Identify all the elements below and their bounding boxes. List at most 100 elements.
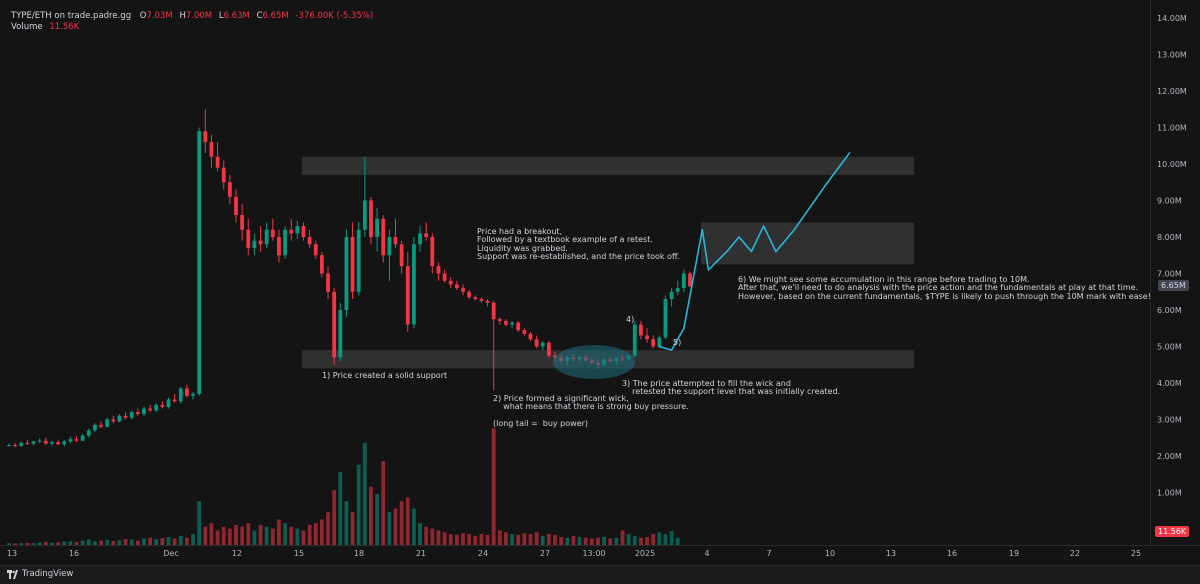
candle-body: [80, 435, 85, 441]
candle-body: [405, 266, 410, 325]
candle-body: [307, 237, 312, 245]
candle-body: [221, 167, 226, 183]
candle-body: [540, 342, 545, 347]
candle-body: [86, 430, 91, 436]
candle-body: [688, 273, 692, 287]
volume-bar: [270, 528, 275, 545]
x-tick-label: 2025: [635, 549, 655, 558]
volume-bar: [160, 538, 165, 545]
volume-bar: [602, 536, 607, 545]
volume-bar: [142, 538, 146, 545]
candle-body: [528, 333, 533, 340]
x-tick-label: Dec: [163, 549, 178, 558]
volume-bar: [19, 543, 24, 545]
candle-body: [412, 244, 416, 325]
volume-bar: [473, 535, 478, 545]
volume-bar: [485, 534, 490, 545]
brand-label[interactable]: TradingView: [22, 569, 74, 579]
candle-body: [209, 142, 214, 157]
volume-bar: [99, 540, 103, 545]
volume-bar: [332, 490, 337, 545]
candle-body: [350, 237, 355, 292]
candle-body: [129, 412, 134, 418]
y-tick-label: 11.00M: [1157, 124, 1187, 133]
volume-bar: [657, 532, 662, 545]
candle-body: [197, 131, 202, 394]
volume-bar: [135, 540, 140, 545]
candle-body: [240, 215, 245, 230]
volume-bar: [166, 536, 171, 545]
candle-body: [289, 229, 294, 234]
candle-body: [681, 273, 686, 289]
volume-bar: [639, 537, 643, 545]
volume-bar: [313, 523, 318, 545]
candle-body: [37, 440, 42, 442]
volume-bar: [583, 537, 588, 545]
volume-bar: [50, 542, 54, 545]
candle-body: [92, 424, 97, 431]
volume-bar: [326, 512, 330, 545]
volume-bar: [319, 519, 324, 545]
note-accumulation: 6) We might see some accumulation in thi…: [738, 275, 1151, 301]
candle-body: [68, 439, 73, 442]
candle-body: [504, 320, 508, 325]
x-tick-label: 21: [416, 549, 426, 558]
volume-bar: [209, 523, 214, 545]
x-tick-label: 4: [704, 549, 709, 558]
volume-bar: [252, 530, 257, 545]
candle-body: [645, 335, 649, 340]
candle-body: [31, 441, 36, 444]
candle-body: [369, 200, 373, 237]
candle-body: [362, 200, 367, 230]
candle-body: [215, 156, 220, 168]
volume-bar: [553, 534, 557, 545]
candle-body: [467, 291, 472, 298]
volume-bar: [234, 524, 238, 545]
candle-body: [553, 355, 557, 358]
x-tick-label: 27: [540, 549, 550, 558]
candle-body: [344, 237, 349, 310]
candle-body: [424, 233, 429, 237]
volume-bar: [154, 539, 159, 545]
candle-body: [381, 218, 386, 256]
candle-body: [203, 131, 208, 143]
price-chart[interactable]: 14.00M 13.00M 12.00M 11.00M 10.00M 9.00M 8.00M…: [0, 0, 1200, 565]
candle-body: [185, 388, 189, 396]
volume-bar: [105, 539, 110, 545]
note-wick: 2) Price formed a significant wick, what…: [493, 394, 689, 429]
candle-body: [491, 302, 496, 320]
tradingview-logo-icon[interactable]: [7, 570, 18, 579]
volume-bar: [596, 537, 600, 545]
note-support: 1) Price created a solid support: [322, 371, 448, 380]
volume-label[interactable]: Volume: [11, 22, 43, 32]
y-tick-label: 6.00M: [1157, 306, 1182, 315]
candle-body: [313, 244, 318, 256]
candle-body: [111, 419, 116, 422]
volume-bar: [86, 539, 91, 545]
y-tick-label: 10.00M: [1157, 160, 1187, 169]
volume-bar: [546, 534, 551, 545]
y-tick-label: 8.00M: [1157, 233, 1182, 242]
volume-bar: [356, 464, 361, 545]
volume-bar: [522, 533, 527, 545]
volume-bar: [25, 542, 30, 545]
candle-body: [25, 442, 30, 444]
volume-bar: [399, 501, 404, 545]
candle-body: [632, 324, 637, 356]
candle-body: [50, 442, 54, 444]
volume-bar: [620, 530, 625, 545]
volume-bar: [387, 512, 392, 545]
candle-body: [7, 445, 11, 447]
candle-body: [669, 291, 674, 300]
open-label: O: [139, 11, 147, 21]
volume-bar: [264, 526, 269, 545]
y-tick-label: 1.00M: [1157, 489, 1182, 498]
candle-body: [246, 229, 251, 248]
candle-body: [522, 330, 527, 334]
candle-body: [454, 284, 459, 289]
symbol-title[interactable]: TYPE/ETH on trade.padre.gg: [11, 11, 132, 21]
candle-body: [295, 226, 300, 234]
candle-body: [99, 424, 103, 427]
candle-body: [675, 288, 680, 292]
volume-bar: [203, 526, 208, 545]
